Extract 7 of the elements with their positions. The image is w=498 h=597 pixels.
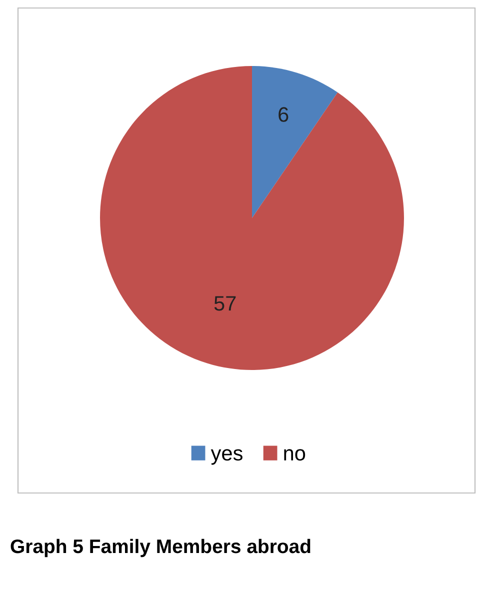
legend-label: no <box>284 449 306 461</box>
pie-slice <box>252 66 338 218</box>
caption: Graph 5 Family Members abroad <box>10 538 310 558</box>
pie-slice <box>100 66 404 370</box>
data-label: 57 <box>214 296 236 311</box>
legend-label: yes <box>210 449 242 465</box>
data-label: 6 <box>278 107 288 122</box>
